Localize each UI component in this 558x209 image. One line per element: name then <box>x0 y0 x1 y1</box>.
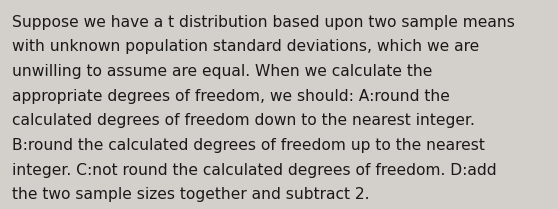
Text: Suppose we have a t distribution based upon two sample means: Suppose we have a t distribution based u… <box>12 15 515 30</box>
Text: unwilling to assume are equal. When we calculate the: unwilling to assume are equal. When we c… <box>12 64 432 79</box>
Text: appropriate degrees of freedom, we should: A:round the: appropriate degrees of freedom, we shoul… <box>12 89 450 104</box>
Text: calculated degrees of freedom down to the nearest integer.: calculated degrees of freedom down to th… <box>12 113 475 128</box>
Text: the two sample sizes together and subtract 2.: the two sample sizes together and subtra… <box>12 187 370 202</box>
Text: integer. C:not round the calculated degrees of freedom. D:add: integer. C:not round the calculated degr… <box>12 163 497 178</box>
Text: B:round the calculated degrees of freedom up to the nearest: B:round the calculated degrees of freedo… <box>12 138 485 153</box>
Text: with unknown population standard deviations, which we are: with unknown population standard deviati… <box>12 39 479 54</box>
